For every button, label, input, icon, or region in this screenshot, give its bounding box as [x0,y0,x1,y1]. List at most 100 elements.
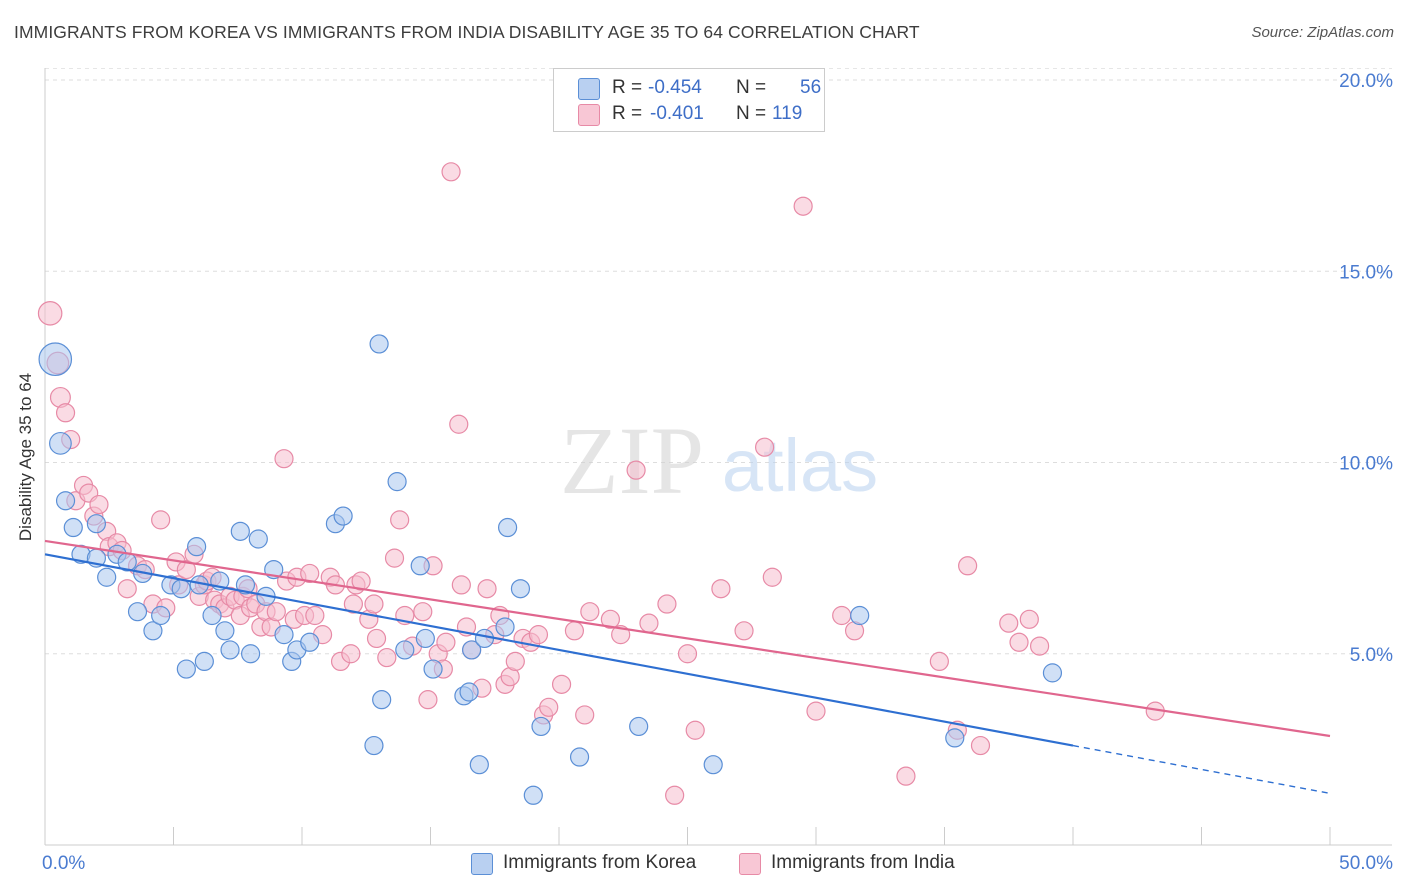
x-tick-label: 0.0% [42,853,85,874]
india-point [477,579,497,599]
india-point [528,625,549,645]
korea-point [462,640,482,660]
korea-point [241,644,261,664]
korea-point [372,690,392,710]
n-label: N = [736,103,767,124]
india-point [341,644,361,664]
korea-legend-label: Immigrants from Korea [503,852,697,873]
india-point [665,785,685,805]
korea-point [395,640,415,660]
korea-point [127,602,148,622]
korea-point [63,517,83,538]
india-point [364,594,384,614]
india-point [1019,609,1039,629]
korea-point [187,537,207,557]
india-point [266,602,286,622]
india-point [505,651,525,672]
korea-point [194,651,214,672]
korea-point [143,621,163,641]
korea-point [510,579,531,599]
india-point [1009,632,1029,652]
india-n-value: 119 [772,103,803,124]
korea-point [151,605,171,626]
india-point [711,579,731,599]
india-point [575,705,595,725]
korea-point [202,605,222,626]
korea-swatch [471,853,493,875]
watermark-atlas: atlas [722,424,878,507]
stats-legend: R = -0.454 N = 56 R = -0.401 N = 119 [553,68,825,132]
korea-point [97,567,117,587]
y-tick-label: 5.0% [1350,645,1393,666]
korea-point [230,521,250,541]
india-point [418,690,438,710]
korea-point [569,747,590,767]
india-point [539,697,559,717]
india-point [970,735,991,756]
india-point [958,556,978,576]
korea-point [369,334,389,354]
tick-labels: 5.0% 10.0% 15.0% 20.0% 0.0% 50.0% [42,71,1393,874]
india-point [734,621,754,641]
india-point [600,609,621,629]
india-point [451,575,471,595]
trend-lines [44,539,1331,795]
india-point [611,625,631,645]
india-point [762,567,782,587]
india-point [626,460,646,480]
korea-point [215,621,235,641]
grid-lines [45,68,1392,655]
korea-point [387,472,407,492]
india-point [657,594,677,614]
korea-point [703,755,723,775]
korea-point [171,579,191,599]
india-point [754,437,775,457]
india-point [449,414,469,434]
india-point [305,605,325,626]
y-tick-label: 20.0% [1339,71,1393,92]
korea-r-value: -0.454 [648,77,702,98]
r-label: R = [612,77,643,98]
india-point [274,449,294,469]
korea-point [531,716,551,737]
india-point [564,621,585,641]
korea-point [410,556,430,576]
india-point [390,510,410,530]
source-credit: Source: ZipAtlas.com [1251,24,1394,41]
india-point [441,162,461,182]
watermark: ZIP atlas [560,407,878,514]
korea-point [523,785,543,805]
r-label: R = [612,103,643,124]
korea-point [474,628,495,649]
india-point [896,766,916,786]
korea-point [55,491,76,511]
korea-swatch [578,78,600,100]
korea-point [49,431,72,455]
y-tick-label: 15.0% [1339,262,1393,283]
india-point [793,196,813,216]
korea-point [423,659,443,679]
korea-point [1042,663,1063,683]
n-label: N = [736,77,767,98]
india-point [677,644,698,664]
axes [44,68,1392,846]
korea-point [415,628,435,649]
india-point [117,579,137,599]
india-point [929,651,949,672]
korea-point [459,682,479,702]
india-point [343,594,363,614]
korea-point [176,659,196,679]
india-point [580,602,600,622]
india-point [685,720,705,740]
india-point [37,301,63,326]
korea-trend-extension [1072,744,1331,795]
korea-point [850,605,870,626]
korea-point [220,640,240,660]
india-point [806,701,826,721]
india-point [639,613,659,633]
india-swatch [578,104,600,126]
korea-point [333,506,353,526]
india-point [436,632,456,652]
korea-point [364,735,384,756]
